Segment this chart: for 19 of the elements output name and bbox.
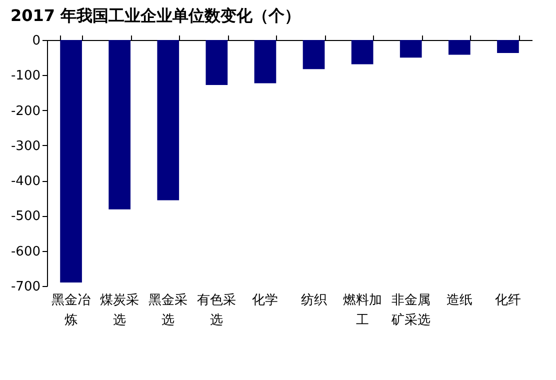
chart-title: 2017 年我国工业企业单位数变化（个） xyxy=(10,6,301,25)
x-tick-label: 化学 xyxy=(252,293,278,308)
y-tick-label: -400 xyxy=(10,174,40,190)
x-tick-label: 黑金冶炼 xyxy=(52,293,91,328)
x-tick-label: 纺织 xyxy=(300,293,327,308)
x-tick-label: 黑金采选 xyxy=(148,293,188,328)
x-tick-label: 非金属矿采选 xyxy=(390,293,430,328)
y-tick-label: -200 xyxy=(10,104,40,119)
x-tick-label: 燃料加工 xyxy=(342,293,382,328)
y-tick-label: -700 xyxy=(10,280,40,294)
x-tick-label: 煤炭采选 xyxy=(100,293,140,328)
x-tick-label: 化纤 xyxy=(494,293,521,308)
x-tick-label: 造纸 xyxy=(446,293,472,308)
y-tick-label: -500 xyxy=(10,209,40,224)
y-tick-label: -300 xyxy=(10,138,40,154)
y-tick-label: -100 xyxy=(10,68,40,84)
x-tick-label: 有色采选 xyxy=(197,293,236,328)
y-tick-label: 0 xyxy=(32,34,40,48)
y-tick-label: -600 xyxy=(10,244,40,260)
